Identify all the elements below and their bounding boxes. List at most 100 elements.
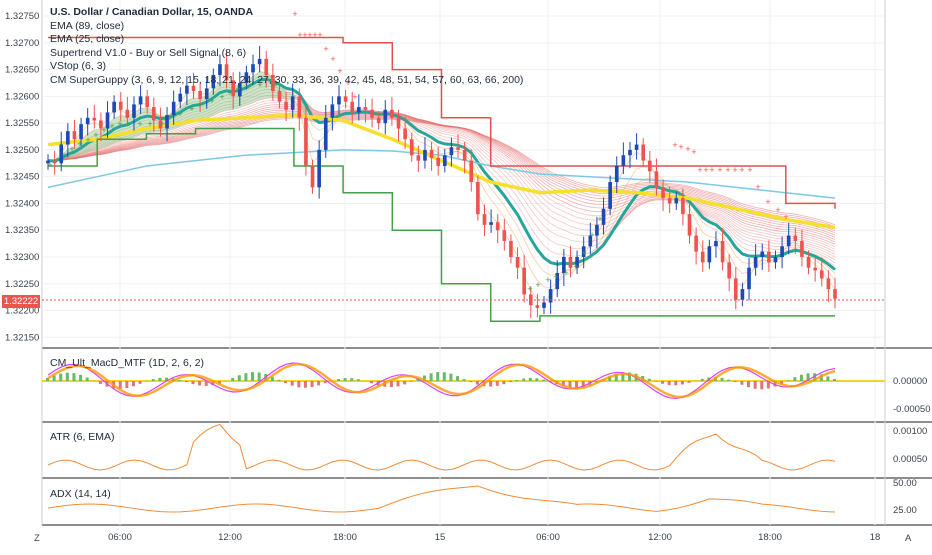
macd-bar <box>59 374 62 381</box>
adx-tick-label: 50.00 <box>893 478 917 489</box>
supertrend-sell-marker: + <box>717 165 722 175</box>
atr-pane-title[interactable]: ATR (6, EMA) <box>50 431 115 443</box>
candle-body <box>390 110 394 118</box>
candle-body <box>668 198 672 203</box>
macd-bar <box>158 378 161 381</box>
supertrend-buy-marker: + <box>597 214 602 224</box>
price-tick-label: 1.32300 <box>5 252 39 263</box>
candle-body <box>827 278 831 289</box>
supertrend-sell-marker: + <box>678 142 683 152</box>
price-tick-label: 1.32650 <box>5 65 39 76</box>
macd-bar <box>86 378 89 381</box>
candle-body <box>714 241 718 246</box>
legend-supertrend[interactable]: Supertrend V1.0 - Buy or Sell Signal (8,… <box>50 47 523 61</box>
macd-bar <box>800 375 803 381</box>
candle-body <box>754 257 758 268</box>
supertrend-buy-marker: + <box>177 109 182 119</box>
macd-bar <box>344 378 347 381</box>
supertrend-buy-marker: + <box>553 272 558 282</box>
candle-body <box>760 252 764 257</box>
candle-body <box>708 246 712 262</box>
candle-body <box>79 124 83 139</box>
candle-body <box>648 161 652 172</box>
candle-body <box>661 187 665 198</box>
time-tick-label: 06:00 <box>108 532 132 543</box>
macd-pane-title[interactable]: CM_Ult_MacD_MTF (1D, 2, 6, 2) <box>50 357 204 369</box>
time-tick-label: 18:00 <box>333 532 357 543</box>
supertrend-sell-marker: + <box>755 182 760 192</box>
candle-body <box>800 241 804 257</box>
candle-body <box>833 289 837 299</box>
supertrend-buy-marker: + <box>117 119 122 129</box>
auto-scale-button[interactable]: A <box>905 533 911 544</box>
legend-ema25[interactable]: EMA (25, close) <box>50 33 523 47</box>
candle-body <box>410 139 414 155</box>
candle-body <box>701 252 705 263</box>
macd-bar <box>449 374 452 381</box>
macd-bar <box>793 377 796 381</box>
legend-vstop[interactable]: VStop (6, 3) <box>50 60 523 74</box>
supertrend-buy-marker: + <box>573 262 578 272</box>
candle-body <box>688 214 692 235</box>
atr-tick-label: 0.00050 <box>893 454 927 465</box>
candle-body <box>469 161 473 182</box>
candle-body <box>278 91 282 102</box>
supertrend-buy-marker: + <box>137 119 142 129</box>
candle-body <box>397 118 401 129</box>
candle-body <box>734 278 738 299</box>
candle-body <box>417 155 421 160</box>
macd-bar <box>522 378 525 381</box>
macd-bar <box>661 381 664 384</box>
candle-body <box>86 118 90 124</box>
candle-body <box>297 96 301 117</box>
macd-bar <box>99 381 102 384</box>
supertrend-sell-marker: + <box>709 165 714 175</box>
macd-bar <box>72 373 75 381</box>
candle-body <box>503 230 507 241</box>
candle-body <box>291 96 295 109</box>
supertrend-buy-marker: + <box>147 119 152 129</box>
macd-bar <box>688 381 691 383</box>
macd-bar <box>79 375 82 381</box>
macd-bar <box>324 381 327 383</box>
macd-bar <box>291 381 294 386</box>
candle-body <box>92 118 96 121</box>
price-tick-label: 1.32550 <box>5 118 39 129</box>
last-price-tag: 1.32222 <box>2 295 40 308</box>
time-tick-label: 12:00 <box>648 532 672 543</box>
macd-bar <box>258 372 261 381</box>
time-tick-label: 18 <box>870 532 881 543</box>
price-tick-label: 1.32450 <box>5 172 39 183</box>
macd-bar <box>469 381 472 382</box>
macd-bar <box>132 381 135 386</box>
supertrend-sell-marker: + <box>685 144 690 154</box>
supertrend-buy-marker: + <box>47 160 52 170</box>
supertrend-buy-marker: + <box>85 135 90 145</box>
macd-bar <box>403 381 406 384</box>
macd-bar <box>674 381 677 385</box>
candle-body <box>436 158 440 166</box>
candle-body <box>145 96 149 107</box>
candle-body <box>304 118 308 166</box>
macd-bar <box>317 381 320 385</box>
adx-pane-title[interactable]: ADX (14, 14) <box>50 488 111 500</box>
supertrend-sell-marker: + <box>691 147 696 157</box>
legend-ema89[interactable]: EMA (89, close) <box>50 20 523 34</box>
candle-body <box>112 102 116 113</box>
candle-body <box>787 236 791 247</box>
price-tick-label: 1.32250 <box>5 279 39 290</box>
legend-superguppy[interactable]: CM SuperGuppy (3, 6, 9, 12, 15, 18, 21, … <box>50 74 523 88</box>
candle-body <box>622 155 626 166</box>
price-tick-label: 1.32600 <box>5 91 39 102</box>
candle-body <box>178 94 182 102</box>
symbol-title[interactable]: U.S. Dollar / Canadian Dollar, 15, OANDA <box>50 6 523 20</box>
candle-body <box>694 236 698 252</box>
macd-bar <box>734 381 737 382</box>
candle-body <box>364 107 368 110</box>
macd-bar <box>304 381 307 388</box>
zoom-button[interactable]: Z <box>34 533 40 544</box>
candle-body <box>443 155 447 166</box>
macd-bar <box>370 381 373 383</box>
macd-bar <box>496 381 499 386</box>
